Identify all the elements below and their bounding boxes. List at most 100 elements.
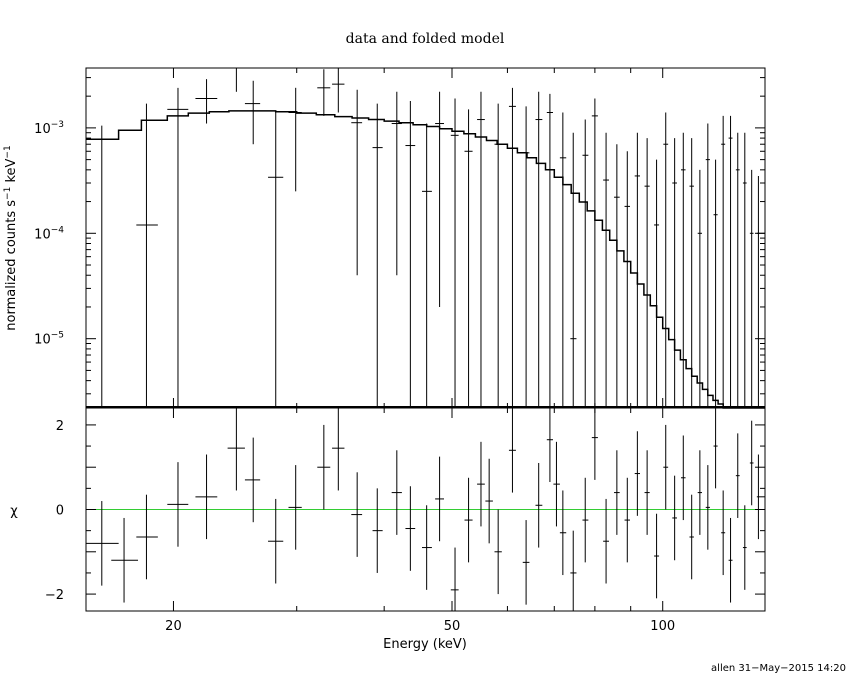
- data-point: [749, 169, 754, 408]
- data-point: [644, 138, 650, 408]
- data-point: [742, 132, 747, 408]
- residual-point: [624, 477, 631, 563]
- top-x-ticks: [172, 68, 664, 408]
- data-point: [681, 132, 686, 408]
- residual-point: [553, 441, 560, 527]
- bottom-x-ticks: 20 50 100: [165, 408, 675, 634]
- data-point: [582, 119, 589, 408]
- residual-point: [332, 408, 345, 491]
- residual-point: [317, 424, 331, 510]
- data-point: [317, 69, 331, 116]
- residual-point: [464, 477, 473, 563]
- data-point: [268, 112, 284, 408]
- data-point: [351, 89, 363, 276]
- residual-point: [728, 517, 733, 603]
- residual-point: [634, 431, 640, 516]
- data-point: [570, 132, 577, 408]
- bottom-y-ticks: 2 0 −2: [45, 419, 765, 603]
- data-point: [721, 115, 726, 408]
- residual-point: [244, 437, 261, 523]
- y-tick-label: −2: [45, 588, 64, 603]
- data-point: [713, 159, 718, 408]
- bottom-panel: 20−2 20 50 100 χ Energy (keV): [10, 407, 766, 652]
- residual-point: [391, 450, 402, 535]
- data-point: [372, 103, 383, 408]
- residual-point: [603, 498, 609, 584]
- residual-point: [494, 509, 502, 595]
- data-point: [654, 159, 660, 408]
- data-point: [663, 112, 669, 408]
- data-point: [86, 125, 119, 408]
- x-axis-label: Energy (keV): [383, 637, 467, 652]
- y-tick-label: 2: [56, 419, 64, 434]
- residual-point: [372, 488, 383, 573]
- residual-point: [167, 462, 189, 547]
- top-panel: 10−3 10−4 10−5 normalized counts s−1 keV−1: [3, 67, 766, 409]
- chart-title: data and folded model: [346, 31, 505, 47]
- data-point: [634, 132, 640, 408]
- residual-point: [721, 490, 726, 576]
- residual-point: [559, 490, 567, 576]
- residual-points: [86, 408, 765, 611]
- data-point: [167, 87, 189, 408]
- x-tick-label: 20: [165, 619, 182, 634]
- data-point: [227, 67, 245, 92]
- residual-point: [405, 486, 416, 571]
- residual-point: [421, 505, 432, 590]
- data-point: [244, 80, 261, 145]
- data-point: [464, 109, 473, 408]
- data-point: [435, 91, 444, 307]
- residual-point: [644, 450, 650, 535]
- data-point: [405, 100, 416, 408]
- data-point: [450, 98, 459, 408]
- y-tick-label: 10−3: [34, 120, 64, 137]
- y-tick-label: 10−5: [34, 331, 64, 348]
- data-point: [136, 103, 158, 408]
- residual-point: [508, 408, 516, 493]
- data-point: [332, 68, 345, 113]
- residual-point: [672, 475, 677, 561]
- residual-point: [681, 435, 686, 521]
- data-point: [391, 91, 402, 276]
- residual-point: [195, 454, 218, 540]
- data-point: [728, 115, 733, 408]
- bottom-y-axis-label: χ: [10, 504, 18, 519]
- residual-point: [689, 494, 694, 580]
- data-point: [672, 138, 677, 408]
- data-point: [195, 79, 218, 124]
- residual-point: [351, 472, 363, 557]
- data-point: [546, 93, 553, 408]
- residual-point: [111, 517, 139, 603]
- data-point: [603, 132, 609, 408]
- residual-point: [749, 420, 754, 506]
- model-step-line: [86, 110, 765, 409]
- residual-point: [450, 547, 459, 611]
- model-curve: [86, 110, 765, 409]
- residual-point: [654, 513, 660, 599]
- data-point: [421, 123, 432, 408]
- residual-point: [535, 462, 543, 548]
- top-y-ticks: 10−3 10−4 10−5: [34, 77, 765, 395]
- residual-point: [735, 433, 740, 518]
- data-point: [756, 175, 765, 408]
- residual-point: [713, 408, 718, 489]
- data-point: [288, 87, 302, 192]
- residual-point: [288, 465, 302, 550]
- residual-point: [136, 494, 158, 580]
- x-tick-label: 50: [444, 619, 461, 634]
- data-point: [559, 112, 567, 408]
- y-tick-label: 0: [56, 504, 64, 519]
- data-points: [86, 67, 765, 408]
- residual-point: [705, 465, 710, 550]
- residual-point: [697, 450, 703, 535]
- residual-point: [546, 408, 553, 483]
- residual-point: [591, 408, 598, 480]
- residual-point: [268, 498, 284, 584]
- data-point: [735, 132, 740, 408]
- residual-point: [742, 505, 747, 590]
- x-tick-label: 100: [650, 619, 675, 634]
- top-panel-frame: [85, 67, 766, 409]
- data-point: [535, 91, 543, 408]
- residual-point: [614, 450, 620, 535]
